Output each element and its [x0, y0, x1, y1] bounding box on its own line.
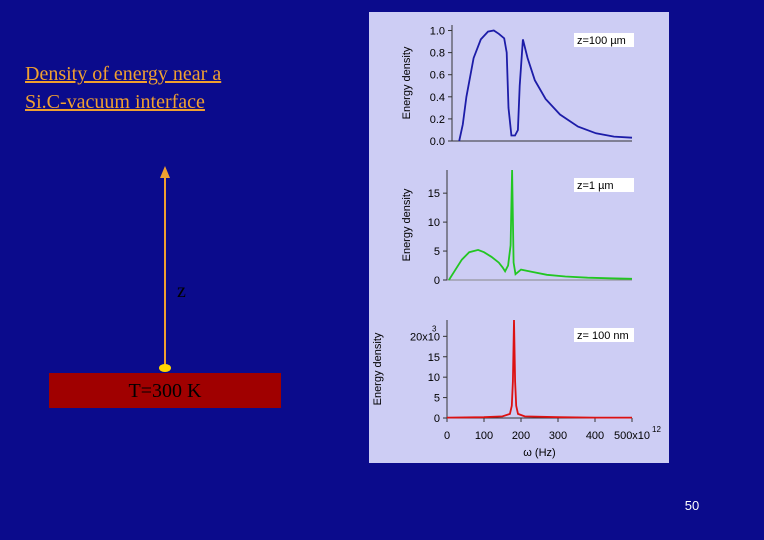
page-number: 50 [685, 498, 699, 513]
surface [49, 373, 281, 408]
annotation-box [574, 328, 634, 342]
x-axis-label: ω (Hz) [523, 447, 555, 459]
y-tick-label: 0.0 [430, 136, 445, 148]
y-exponent: 3 [432, 324, 437, 333]
y-tick-label: 10 [428, 217, 440, 229]
x-tick-label: 100 [475, 430, 493, 442]
x-tick-label: 300 [549, 430, 567, 442]
y-tick-label: 15 [428, 188, 440, 200]
x-tick-label: 0 [444, 430, 450, 442]
annotation-box [574, 178, 634, 192]
figure-panel [369, 12, 669, 463]
y-axis-label: Energy density [401, 46, 413, 119]
x-tick-label: 500x10 [614, 430, 650, 442]
y-tick-label: 0.6 [430, 70, 445, 82]
y-tick-label: 0.2 [430, 114, 445, 126]
y-tick-label: 1.0 [430, 26, 445, 38]
slide-title-line: Density of energy near a [25, 63, 221, 85]
data-line [446, 319, 632, 419]
y-tick-label: 0.4 [430, 92, 445, 104]
arrow-head [160, 166, 170, 178]
annotation: z=1 µm [577, 180, 614, 192]
y-tick-label: 0.8 [430, 48, 445, 60]
x-exponent: 12 [652, 425, 661, 434]
y-axis-label: Energy density [372, 332, 384, 405]
y-tick-label: 0 [434, 275, 440, 287]
annotation: z= 100 nm [577, 330, 629, 342]
y-tick-label: 0 [434, 413, 440, 425]
annotation-box [574, 33, 634, 47]
y-tick-label: 15 [428, 352, 440, 364]
y-tick-label: 20x10 [410, 331, 440, 343]
x-tick-label: 200 [512, 430, 530, 442]
y-tick-label: 10 [428, 372, 440, 384]
origin-dot [159, 364, 171, 372]
data-line [448, 169, 633, 281]
data-line [458, 29, 633, 142]
y-tick-label: 5 [434, 393, 440, 405]
slide-title-line: Si.C-vacuum interface [25, 91, 205, 113]
z-label: z [177, 280, 186, 302]
y-tick-label: 5 [434, 246, 440, 258]
y-axis-label: Energy density [401, 188, 413, 261]
annotation: z=100 µm [577, 35, 626, 47]
x-tick-label: 400 [586, 430, 604, 442]
surface-label: T=300 K [129, 380, 202, 402]
